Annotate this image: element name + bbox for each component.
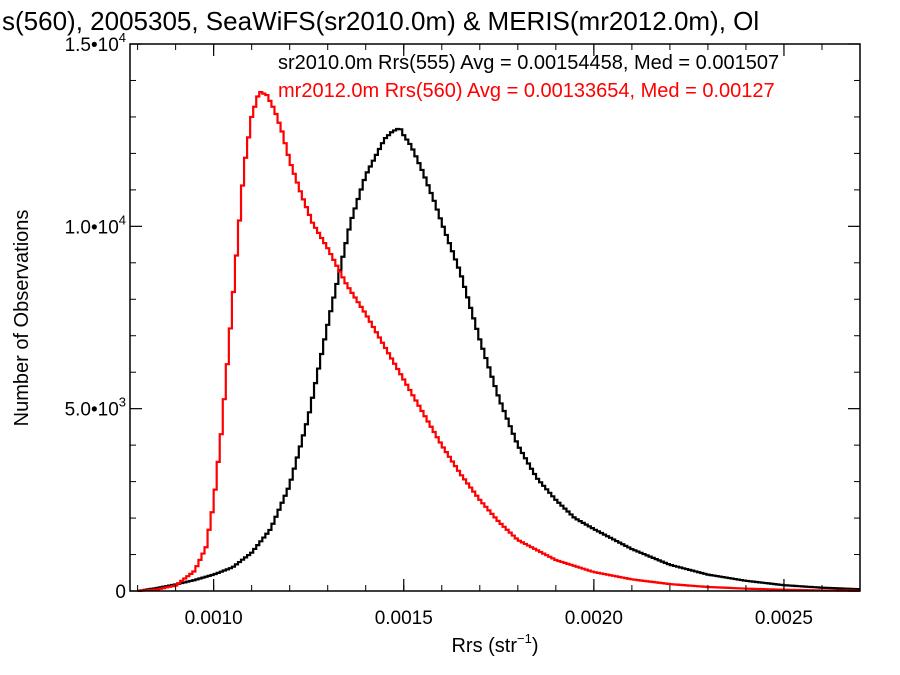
x-axis-label-close: ) xyxy=(532,635,539,657)
legend-entry-black: sr2010.0m Rrs(555) Avg = 0.00154458, Med… xyxy=(278,52,779,74)
legend: sr2010.0m Rrs(555) Avg = 0.00154458, Med… xyxy=(278,52,779,102)
series-layer xyxy=(137,91,860,592)
y-tick-label-0: 0 xyxy=(115,582,126,603)
plot-frame xyxy=(129,43,861,592)
x-axis-label: Rrs (str−1) xyxy=(451,631,538,657)
series-line-0 xyxy=(137,127,860,592)
y-tick-label-2: 1.0•104 xyxy=(65,212,126,238)
x-tick-label-0: 0.0010 xyxy=(185,608,243,629)
tick-layer: 0.0010 0.0015 0.0020 0.0025 0 5.0•103 1.0•104 1… xyxy=(65,30,861,629)
legend-entry-red: mr2012.0m Rrs(560) Avg = 0.00133654, Med… xyxy=(278,80,775,102)
y-axis-label: Number of Observations xyxy=(11,210,33,427)
y-tick-label-3: 1.5•104 xyxy=(65,30,126,56)
x-axis-label-exponent: −1 xyxy=(517,631,532,646)
x-axis-label-main: Rrs (str xyxy=(451,635,517,657)
x-tick-label-3: 0.0025 xyxy=(755,608,813,629)
chart-title: s(560), 2005305, SeaWiFS(sr2010.0m) & ME… xyxy=(2,6,759,36)
x-tick-label-1: 0.0015 xyxy=(375,608,433,629)
y-tick-label-1: 5.0•103 xyxy=(65,395,126,421)
series-line-1 xyxy=(137,91,860,592)
x-tick-label-2: 0.0020 xyxy=(565,608,623,629)
